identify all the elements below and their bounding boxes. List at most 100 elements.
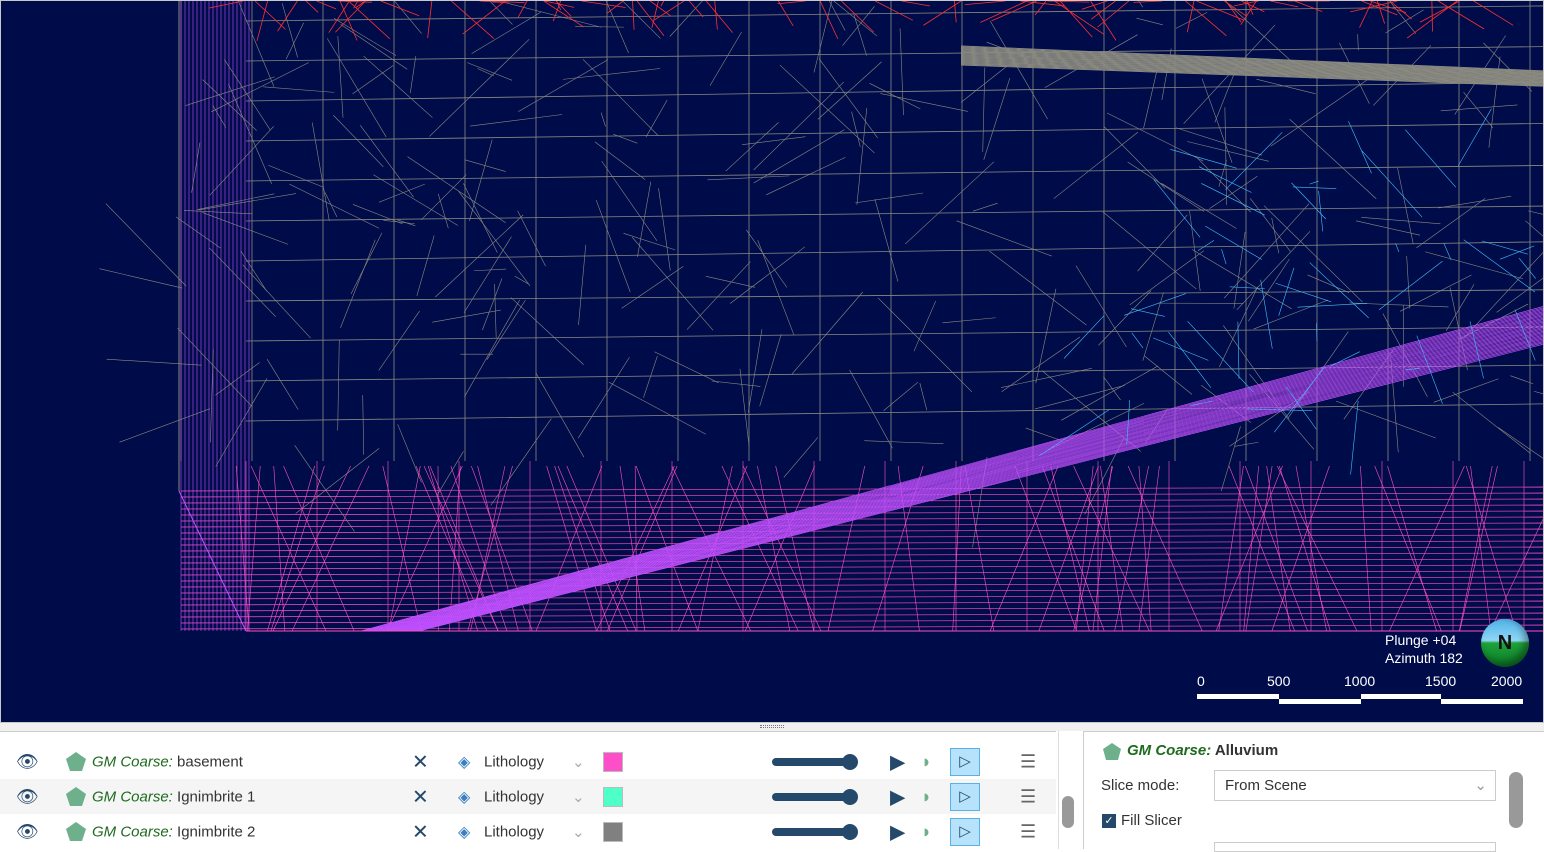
eye-icon[interactable]: 👁 bbox=[16, 821, 39, 842]
mesh-edge bbox=[335, 1, 365, 32]
mesh-edge bbox=[622, 266, 684, 308]
mesh-edge bbox=[464, 300, 519, 397]
colouring-select[interactable]: Lithology bbox=[484, 788, 544, 805]
slice-icon[interactable]: ◗ bbox=[921, 751, 932, 772]
list-item[interactable]: 👁 GM Coarse: Ignimbrite 2 ✕ ◈ Lithology … bbox=[0, 814, 1056, 849]
close-icon[interactable]: ✕ bbox=[412, 819, 429, 844]
legend-icon[interactable]: ☰ bbox=[1020, 786, 1036, 807]
list-scrollbar[interactable] bbox=[1058, 731, 1080, 849]
mesh-edge bbox=[819, 59, 878, 138]
legend-icon[interactable]: ☰ bbox=[1020, 751, 1036, 772]
mesh-edge bbox=[459, 191, 530, 286]
play-icon[interactable]: ▶ bbox=[890, 819, 905, 844]
colouring-select[interactable]: Lithology bbox=[484, 753, 544, 770]
mesh-edge bbox=[965, 1, 1006, 5]
properties-scrollbar[interactable] bbox=[1509, 772, 1523, 828]
mesh-edge bbox=[106, 204, 186, 286]
mesh-edge bbox=[363, 395, 364, 455]
mesh-edge bbox=[381, 1, 419, 16]
mesh-edge bbox=[973, 203, 998, 211]
mesh-edge bbox=[1098, 291, 1151, 346]
mesh-edge bbox=[181, 607, 1544, 611]
mesh-edge bbox=[246, 123, 1544, 141]
play-icon[interactable]: ▶ bbox=[890, 749, 905, 774]
mesh-edge bbox=[1350, 1, 1397, 12]
mesh-edge bbox=[1362, 151, 1422, 217]
mesh-edge bbox=[379, 311, 420, 370]
fill-slicer-checkbox[interactable]: ✓ bbox=[1102, 814, 1116, 828]
mesh-edge bbox=[1358, 34, 1359, 50]
slice-icon[interactable]: ◗ bbox=[921, 786, 932, 807]
mesh-edge bbox=[1295, 1, 1323, 11]
play-icon[interactable]: ▶ bbox=[890, 784, 905, 809]
mesh-edge bbox=[417, 342, 1544, 631]
mesh-edge bbox=[1035, 385, 1125, 409]
mesh-edge bbox=[338, 36, 343, 117]
mesh-edge bbox=[536, 466, 602, 631]
mesh-edge bbox=[596, 200, 630, 292]
list-item[interactable]: 👁 GM Coarse: Ignimbrite 1 ✕ ◈ Lithology … bbox=[0, 779, 1056, 814]
mesh-edge bbox=[399, 331, 1544, 631]
slicer-toggle-button[interactable]: ▷ bbox=[950, 748, 980, 776]
mesh-edge bbox=[920, 383, 927, 410]
mesh-edge bbox=[1230, 287, 1265, 289]
panel-splitter[interactable] bbox=[0, 723, 1544, 731]
mesh-edge bbox=[289, 184, 379, 228]
chevron-down-icon[interactable]: ⌄ bbox=[572, 788, 585, 806]
slicer-toggle-button[interactable]: ▷ bbox=[950, 783, 980, 811]
mesh-edge bbox=[181, 589, 1544, 593]
mesh-edge bbox=[778, 1, 793, 26]
chevron-down-icon[interactable]: ⌄ bbox=[572, 753, 585, 771]
mesh-edge bbox=[1205, 226, 1261, 259]
object-prefix: GM Coarse: bbox=[92, 823, 173, 840]
mesh-edge bbox=[1047, 1, 1089, 2]
scale-bar: 0 500 1000 1500 2000 bbox=[1197, 673, 1527, 713]
mesh-edge bbox=[620, 466, 645, 631]
opacity-slider[interactable] bbox=[772, 758, 852, 766]
mesh-edge bbox=[1225, 107, 1227, 205]
mesh-edge bbox=[282, 3, 298, 57]
mesh-edge bbox=[870, 83, 921, 109]
colouring-select[interactable]: Lithology bbox=[484, 823, 544, 840]
close-icon[interactable]: ✕ bbox=[412, 749, 429, 774]
slice-icon[interactable]: ◗ bbox=[921, 821, 932, 842]
mesh-edge bbox=[710, 32, 742, 85]
mesh-edge bbox=[365, 309, 1544, 631]
mesh-edge bbox=[213, 105, 226, 127]
legend-icon[interactable]: ☰ bbox=[1020, 821, 1036, 842]
opacity-slider[interactable] bbox=[772, 793, 852, 801]
mesh-edge bbox=[1176, 12, 1207, 28]
mesh-icon bbox=[65, 821, 87, 843]
mesh-edge bbox=[1176, 128, 1262, 155]
scrollbar-thumb[interactable] bbox=[1062, 796, 1074, 828]
eye-icon[interactable]: 👁 bbox=[16, 786, 39, 807]
slicer-toggle-button[interactable]: ▷ bbox=[950, 818, 980, 846]
mesh-edge bbox=[900, 28, 903, 115]
mesh-edge bbox=[1192, 250, 1291, 309]
mesh-edge bbox=[740, 369, 749, 447]
mesh-edge bbox=[1026, 428, 1061, 440]
mesh-edge bbox=[854, 15, 867, 56]
mesh-edge bbox=[1453, 392, 1531, 453]
object-name: Alluvium bbox=[1215, 742, 1278, 759]
plunge-text: Plunge +04 bbox=[1385, 631, 1463, 649]
mesh-edge bbox=[1420, 1, 1460, 22]
opacity-slider[interactable] bbox=[772, 828, 852, 836]
mesh-edge bbox=[1293, 187, 1336, 189]
list-item[interactable]: 👁 GM Coarse: basement ✕ ◈ Lithology ⌄ ▶ … bbox=[0, 744, 1056, 779]
color-swatch[interactable] bbox=[603, 822, 623, 842]
compass-icon[interactable]: N bbox=[1481, 619, 1529, 667]
eye-icon[interactable]: 👁 bbox=[16, 751, 39, 772]
mesh-edge bbox=[451, 1, 494, 39]
slice-mode-select[interactable]: From Scene⌄ bbox=[1214, 770, 1496, 801]
mesh-edge bbox=[317, 1, 336, 9]
color-swatch[interactable] bbox=[603, 752, 623, 772]
mesh-edge bbox=[1103, 212, 1196, 289]
close-icon[interactable]: ✕ bbox=[412, 784, 429, 809]
mesh-edge bbox=[1405, 130, 1455, 188]
chevron-down-icon[interactable]: ⌄ bbox=[572, 823, 585, 841]
color-swatch[interactable] bbox=[603, 787, 623, 807]
3d-scene-viewport[interactable]: Plunge +04 Azimuth 182 N 0 500 1000 1500… bbox=[0, 0, 1544, 723]
mesh-edge bbox=[579, 245, 586, 325]
mesh-edge bbox=[1054, 132, 1138, 198]
